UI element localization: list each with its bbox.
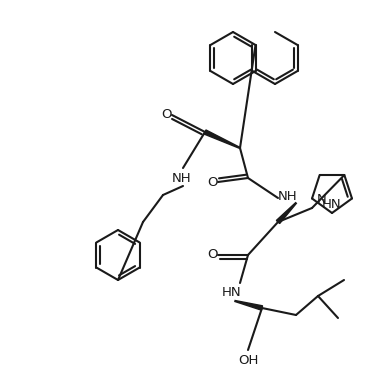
- Polygon shape: [235, 301, 262, 310]
- Text: NH: NH: [172, 172, 192, 185]
- Text: O: O: [208, 248, 218, 260]
- Polygon shape: [204, 130, 240, 149]
- Text: NH: NH: [278, 190, 298, 203]
- Text: O: O: [208, 176, 218, 188]
- Text: OH: OH: [238, 355, 258, 368]
- Text: N: N: [317, 193, 327, 206]
- Text: O: O: [162, 108, 172, 120]
- Polygon shape: [276, 203, 296, 224]
- Text: HN: HN: [222, 285, 242, 298]
- Text: HN: HN: [322, 197, 342, 210]
